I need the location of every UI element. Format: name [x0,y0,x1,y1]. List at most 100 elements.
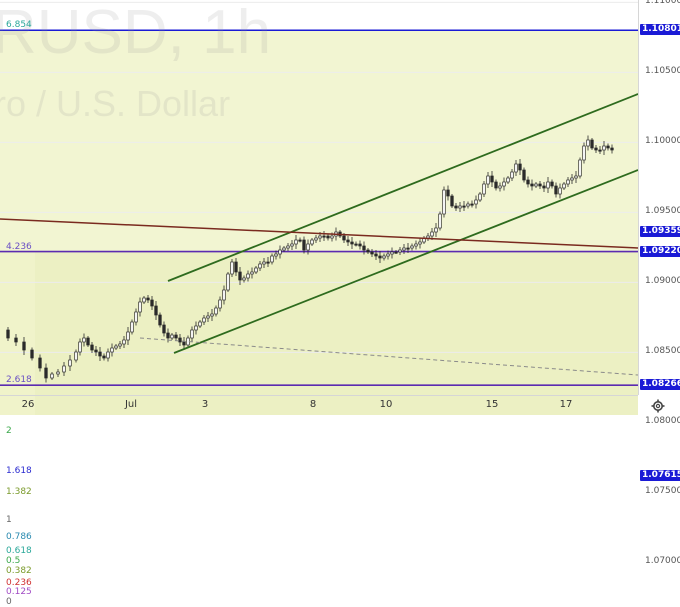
candle-body [318,235,322,239]
candle-body [510,171,514,179]
candle-body [56,371,60,375]
candle-body [138,301,142,313]
symbol-description-watermark: ro / U.S. Dollar [0,83,231,124]
candlestick-series [6,135,614,383]
candle-body [522,169,526,181]
candle-body [274,253,278,257]
candle-body [434,227,438,233]
candle-body [206,315,210,319]
candle-body [198,321,202,327]
candle-body [294,239,298,245]
candle-body [402,247,406,251]
candle-body [562,183,566,189]
fib-level-label: 0.618 [6,546,32,557]
price-tick-label: 1.09500 [645,206,680,217]
candle-body [306,243,310,251]
candle-body [30,349,34,359]
candle-body [50,373,54,379]
time-tick-label: 3 [201,399,209,410]
candle-body [290,243,294,247]
candle-body [222,289,226,301]
candle-body [178,337,182,343]
candle-body [590,139,594,149]
candle-body [314,237,318,241]
candle-body [170,334,174,339]
candle-body [94,349,98,353]
candle-body [454,205,458,209]
candle-body [382,255,386,259]
price-tick-label: 1.10500 [645,66,680,77]
price-tick-label: 1.07500 [645,486,680,497]
candle-body [310,239,314,245]
candle-body [386,253,390,257]
candle-body [350,241,354,245]
candle-body [174,334,178,339]
candle-body [246,273,250,279]
candle-body [226,273,230,291]
candle-body [354,243,358,246]
candle-body [78,341,82,353]
fib-level-label: 1.618 [6,466,32,477]
fib-level-label: 1.382 [6,486,32,497]
candle-body [494,181,498,189]
candle-body [122,339,126,345]
candle-body [366,249,370,253]
price-tick-label: 1.07000 [645,556,680,567]
candle-body [218,299,222,309]
candle-body [478,193,482,201]
candle-body [490,175,494,183]
candle-body [374,253,378,257]
candle-body [134,311,138,323]
candle-body [486,175,490,185]
candle-body [238,271,242,281]
fib-level-label: 2 [6,426,12,437]
candle-body [558,187,562,195]
fib-level-label: 6.854 [6,20,32,31]
price-chart[interactable] [0,0,680,415]
candle-body [546,181,550,189]
candle-body [610,147,614,151]
candle-body [142,297,146,303]
time-tick-label: 26 [21,399,35,410]
candle-body [130,321,134,333]
candle-body [450,195,454,207]
candle-body [278,249,282,255]
candle-body [286,245,290,249]
channel-upper-line [167,93,639,282]
candle-body [466,203,470,207]
settings-button[interactable] [651,398,665,413]
candle-body [442,189,446,215]
fib-level-label: 4.236 [6,241,32,252]
candle-body [574,175,578,179]
candle-body [282,247,286,251]
candle-body [74,351,78,361]
candle-body [342,235,346,241]
candle-body [258,263,262,269]
candle-body [202,317,206,323]
candle-body [214,307,218,315]
candle-body [438,213,442,229]
fib-level-label: 0 [6,597,12,607]
price-badge: 1.10801 [640,24,680,36]
fib-level-label: 0.5 [6,555,21,566]
candle-body [98,351,102,357]
time-tick-label: 17 [559,399,573,410]
candle-body [234,261,238,273]
candle-body [298,239,302,242]
candle-body [346,239,350,243]
fib-level-label: 1 [6,514,12,525]
candle-body [322,235,326,238]
candle-body [502,181,506,187]
candle-body [378,255,382,259]
candle-body [470,203,474,206]
candle-body [6,329,10,339]
candle-body [482,183,486,195]
candle-body [586,139,590,147]
candle-body [578,159,582,177]
price-tick-label: 1.11000 [645,0,680,7]
candle-body [518,163,522,171]
candle-body [194,325,198,331]
price-badge: 1.09220 [640,245,680,257]
price-badge: 1.07615 [640,470,680,482]
